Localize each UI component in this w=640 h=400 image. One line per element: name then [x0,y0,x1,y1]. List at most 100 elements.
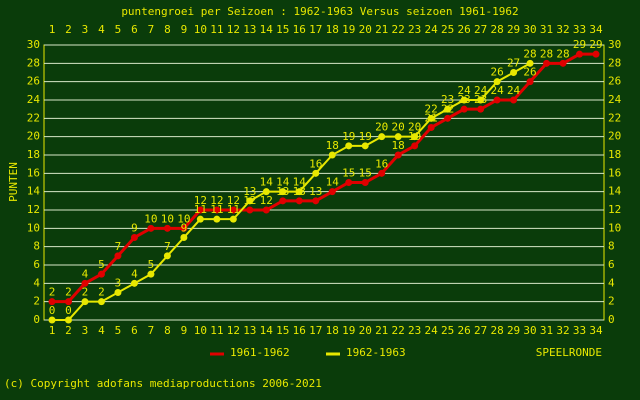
x-tick-label: 27 [474,324,487,337]
data-label: 5 [98,258,105,271]
y-axis-label: PUNTEN [7,162,20,202]
data-label: 0 [49,304,56,317]
point [64,316,72,324]
point [559,59,567,67]
x-tick-label-top: 26 [457,23,470,36]
x-tick-label: 8 [164,324,171,337]
x-tick-label-top: 6 [131,23,138,36]
data-label: 20 [392,121,405,134]
point [180,224,188,232]
point [411,133,419,141]
point [444,105,452,113]
x-tick-label-top: 18 [326,23,339,36]
data-label: 24 [490,84,504,97]
x-tick-label: 7 [148,324,155,337]
data-label: 28 [540,47,553,60]
x-tick-label: 22 [392,324,405,337]
point [460,105,468,113]
data-label: 14 [326,176,340,189]
point [328,151,336,159]
data-label: 4 [131,267,138,280]
y-tick-label-right: 2 [608,295,615,308]
y-tick-label-right: 4 [608,276,615,289]
legend-label: 1961-1962 [230,346,290,359]
data-label: 2 [98,286,105,299]
point [345,142,353,150]
point [130,279,138,287]
y-tick-label: 0 [33,313,40,326]
data-label: 12 [260,194,273,207]
x-tick-label-top: 15 [276,23,289,36]
point [543,59,551,67]
y-tick-label: 30 [27,38,40,51]
data-label: 12 [210,194,223,207]
legend-label: 1962-1963 [346,346,406,359]
x-tick-label: 33 [573,324,586,337]
x-tick-label: 11 [210,324,223,337]
point [279,197,287,205]
x-tick-label: 30 [523,324,536,337]
y-tick-label-right: 20 [608,130,621,143]
x-tick-label-top: 10 [194,23,207,36]
x-tick-label: 29 [507,324,520,337]
x-tick-label: 17 [309,324,322,337]
x-tick-label: 6 [131,324,138,337]
y-tick-label-right: 18 [608,148,621,161]
x-tick-label-top: 19 [342,23,355,36]
data-label: 11 [194,203,207,216]
data-label: 24 [507,84,521,97]
y-tick-label-right: 30 [608,38,621,51]
x-tick-label-top: 9 [181,23,188,36]
y-tick-label-right: 28 [608,56,621,69]
point [97,270,105,278]
data-label: 9 [131,222,138,235]
x-tick-label-top: 11 [210,23,223,36]
x-tick-label-top: 28 [490,23,503,36]
x-tick-label: 23 [408,324,421,337]
data-label: 18 [392,139,405,152]
x-tick-label: 19 [342,324,355,337]
data-label: 18 [326,139,339,152]
point [312,169,320,177]
y-tick-label-right: 24 [608,93,622,106]
y-tick-label: 22 [27,111,40,124]
data-label: 11 [227,203,240,216]
x-tick-label: 16 [293,324,306,337]
x-tick-label-top: 14 [260,23,274,36]
data-label: 2 [65,286,72,299]
data-label: 9 [181,222,188,235]
x-tick-label-top: 21 [375,23,388,36]
point [97,298,105,306]
data-label: 19 [359,130,372,143]
y-tick-label-right: 12 [608,203,621,216]
y-tick-label-right: 10 [608,221,621,234]
data-label: 14 [276,176,290,189]
point [526,59,534,67]
point [576,50,584,58]
point [427,124,435,131]
point [427,114,435,122]
y-tick-label: 16 [27,166,40,179]
x-tick-label: 26 [457,324,470,337]
point [147,224,155,232]
point [394,151,402,159]
data-label: 19 [342,130,355,143]
chart-title: puntengroei per Seizoen : 1962-1963 Vers… [121,5,518,18]
data-label: 15 [359,167,372,180]
x-tick-label: 2 [65,324,72,337]
data-label: 16 [375,157,388,170]
y-tick-label: 14 [27,185,41,198]
x-tick-label-top: 16 [293,23,306,36]
x-tick-label: 34 [589,324,603,337]
point [246,197,254,205]
point [361,142,369,150]
x-tick-label-top: 31 [540,23,553,36]
data-label: 2 [82,286,89,299]
data-label: 4 [82,267,89,280]
data-label: 3 [115,277,122,290]
point [81,279,89,287]
point [114,252,122,260]
x-tick-label: 4 [98,324,105,337]
x-tick-label-top: 24 [425,23,439,36]
